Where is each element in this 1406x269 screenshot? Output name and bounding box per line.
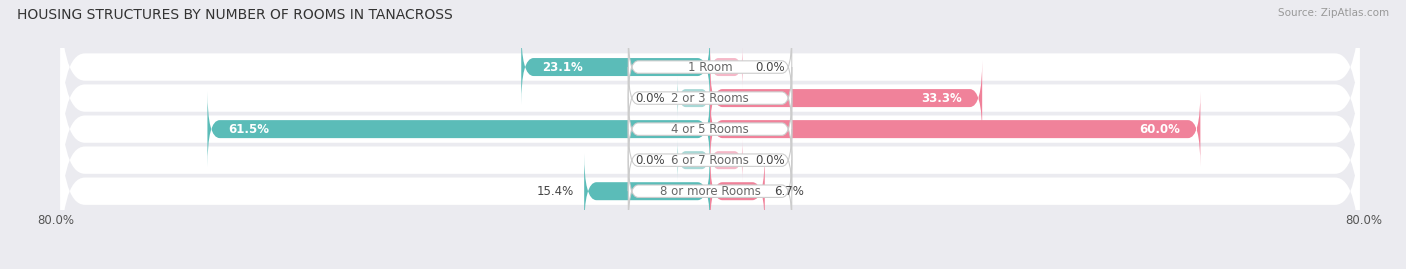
Text: 15.4%: 15.4% bbox=[537, 185, 575, 198]
FancyBboxPatch shape bbox=[710, 45, 742, 89]
Text: 0.0%: 0.0% bbox=[636, 154, 665, 167]
Text: 0.0%: 0.0% bbox=[755, 154, 785, 167]
Text: HOUSING STRUCTURES BY NUMBER OF ROOMS IN TANACROSS: HOUSING STRUCTURES BY NUMBER OF ROOMS IN… bbox=[17, 8, 453, 22]
Text: 1 Room: 1 Room bbox=[688, 61, 733, 73]
Text: Source: ZipAtlas.com: Source: ZipAtlas.com bbox=[1278, 8, 1389, 18]
FancyBboxPatch shape bbox=[60, 19, 1360, 178]
FancyBboxPatch shape bbox=[710, 91, 1201, 167]
FancyBboxPatch shape bbox=[710, 138, 742, 182]
FancyBboxPatch shape bbox=[208, 91, 710, 167]
FancyBboxPatch shape bbox=[628, 129, 792, 191]
FancyBboxPatch shape bbox=[522, 30, 710, 105]
Text: 6.7%: 6.7% bbox=[775, 185, 804, 198]
FancyBboxPatch shape bbox=[60, 112, 1360, 269]
FancyBboxPatch shape bbox=[710, 61, 983, 136]
Text: 61.5%: 61.5% bbox=[228, 123, 269, 136]
FancyBboxPatch shape bbox=[628, 98, 792, 160]
FancyBboxPatch shape bbox=[60, 0, 1360, 147]
FancyBboxPatch shape bbox=[60, 50, 1360, 208]
Text: 23.1%: 23.1% bbox=[541, 61, 582, 73]
FancyBboxPatch shape bbox=[628, 36, 792, 98]
FancyBboxPatch shape bbox=[583, 154, 710, 229]
Text: 8 or more Rooms: 8 or more Rooms bbox=[659, 185, 761, 198]
Text: 4 or 5 Rooms: 4 or 5 Rooms bbox=[671, 123, 749, 136]
FancyBboxPatch shape bbox=[628, 160, 792, 222]
Text: 6 or 7 Rooms: 6 or 7 Rooms bbox=[671, 154, 749, 167]
FancyBboxPatch shape bbox=[60, 81, 1360, 240]
Text: 2 or 3 Rooms: 2 or 3 Rooms bbox=[671, 91, 749, 105]
Text: 0.0%: 0.0% bbox=[755, 61, 785, 73]
FancyBboxPatch shape bbox=[678, 76, 710, 120]
Text: 0.0%: 0.0% bbox=[636, 91, 665, 105]
Text: 60.0%: 60.0% bbox=[1139, 123, 1180, 136]
FancyBboxPatch shape bbox=[678, 138, 710, 182]
FancyBboxPatch shape bbox=[710, 154, 765, 229]
FancyBboxPatch shape bbox=[628, 67, 792, 129]
Text: 33.3%: 33.3% bbox=[921, 91, 962, 105]
